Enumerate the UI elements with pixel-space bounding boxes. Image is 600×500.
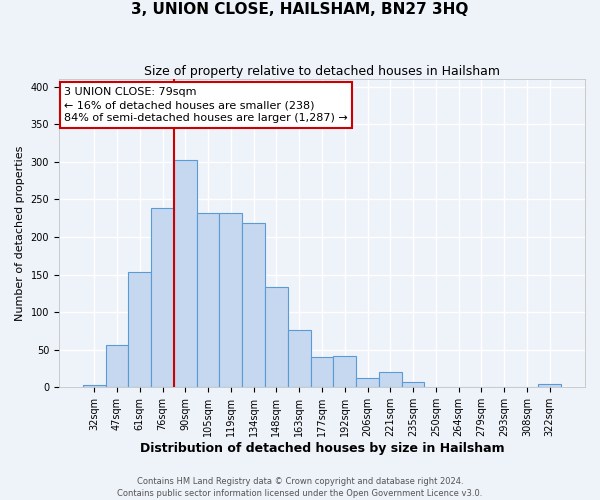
Bar bbox=[174, 160, 197, 388]
Text: Contains HM Land Registry data © Crown copyright and database right 2024.
Contai: Contains HM Land Registry data © Crown c… bbox=[118, 476, 482, 498]
Bar bbox=[106, 344, 128, 388]
Bar bbox=[288, 330, 311, 388]
Bar bbox=[379, 372, 401, 388]
Bar bbox=[356, 378, 379, 388]
Bar bbox=[311, 358, 334, 388]
Bar bbox=[265, 288, 288, 388]
Bar bbox=[334, 356, 356, 388]
Bar bbox=[538, 384, 561, 388]
Bar bbox=[151, 208, 174, 388]
Y-axis label: Number of detached properties: Number of detached properties bbox=[15, 146, 25, 321]
Text: 3 UNION CLOSE: 79sqm
← 16% of detached houses are smaller (238)
84% of semi-deta: 3 UNION CLOSE: 79sqm ← 16% of detached h… bbox=[64, 87, 348, 124]
Bar bbox=[242, 222, 265, 388]
Bar bbox=[220, 213, 242, 388]
Bar bbox=[128, 272, 151, 388]
Bar bbox=[401, 382, 424, 388]
X-axis label: Distribution of detached houses by size in Hailsham: Distribution of detached houses by size … bbox=[140, 442, 504, 455]
Text: 3, UNION CLOSE, HAILSHAM, BN27 3HQ: 3, UNION CLOSE, HAILSHAM, BN27 3HQ bbox=[131, 2, 469, 18]
Title: Size of property relative to detached houses in Hailsham: Size of property relative to detached ho… bbox=[144, 65, 500, 78]
Bar bbox=[83, 385, 106, 388]
Bar bbox=[197, 213, 220, 388]
